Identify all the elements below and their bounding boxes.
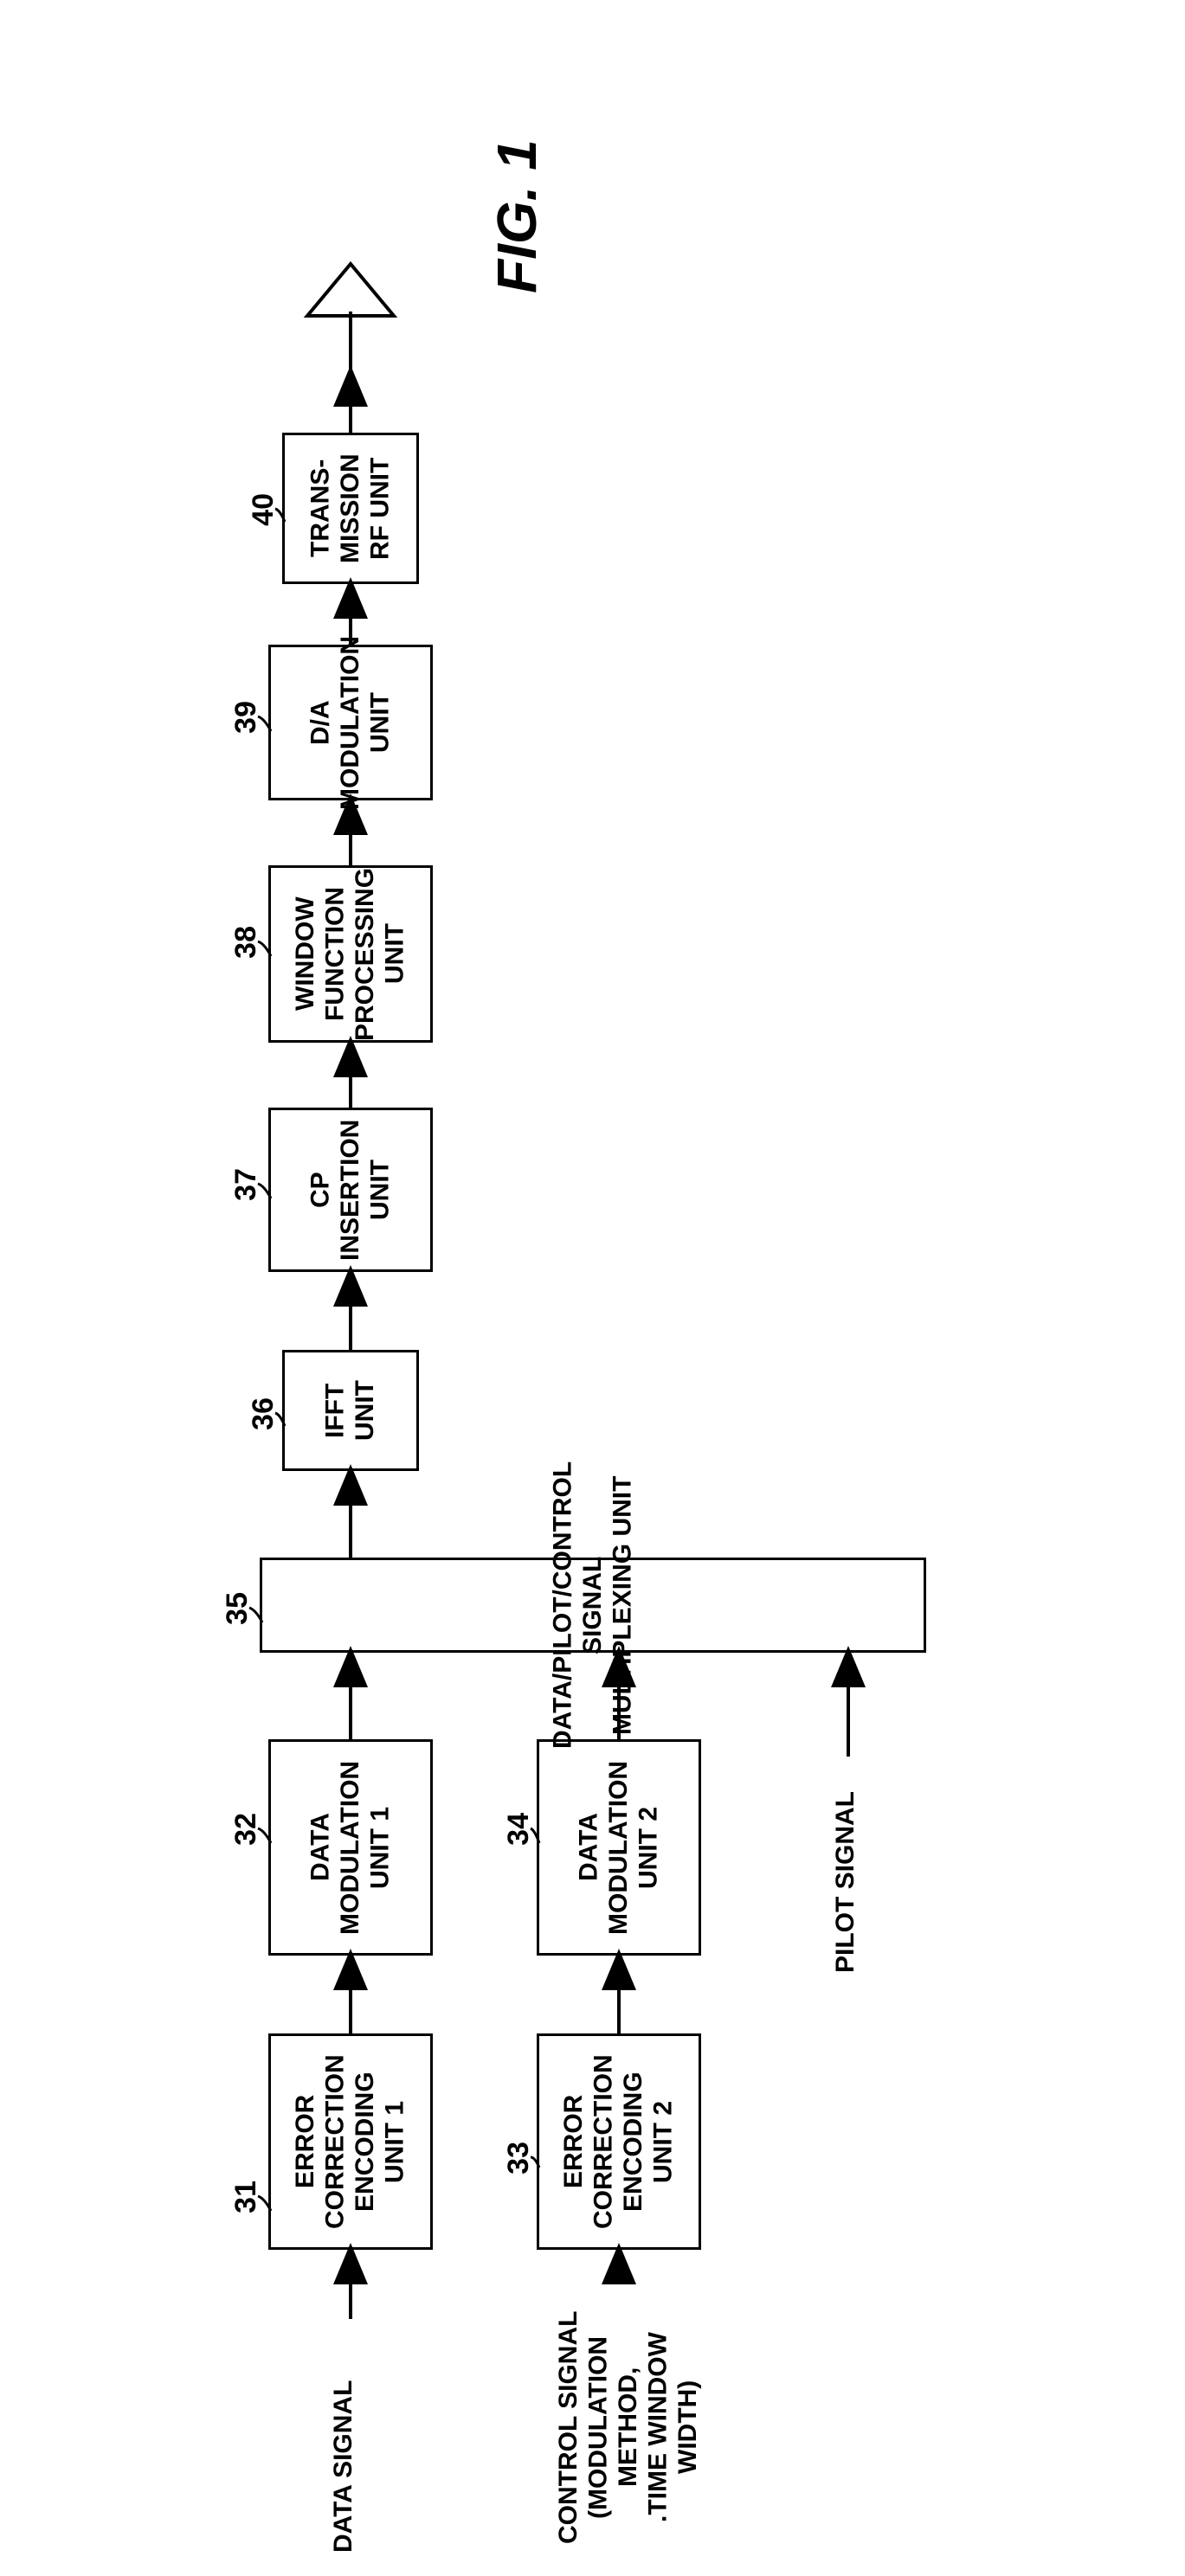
block-33: ERRORCORRECTIONENCODINGUNIT 2 xyxy=(537,2033,701,2250)
block-40: TRANS-MISSIONRF UNIT xyxy=(282,433,419,584)
pilot-signal-label: PILOT SIGNAL xyxy=(831,1774,870,1990)
ref-32: 32 xyxy=(229,1813,263,1846)
block-34: DATAMODULATIONUNIT 2 xyxy=(537,1739,701,1956)
figure-title: FIG. 1 xyxy=(485,87,554,346)
ref-38: 38 xyxy=(229,926,263,959)
ref-40: 40 xyxy=(247,493,280,526)
data-signal-label: DATA SIGNAL xyxy=(329,2371,368,2561)
block-36: IFFTUNIT xyxy=(282,1350,419,1471)
block-31: ERRORCORRECTIONENCODINGUNIT 1 xyxy=(268,2033,433,2250)
ref-39: 39 xyxy=(229,701,263,734)
block-35: DATA/PILOT/CONTROL SIGNALMULTIPLEXING UN… xyxy=(260,1558,926,1653)
ref-31: 31 xyxy=(229,2181,263,2213)
ref-33: 33 xyxy=(502,2142,536,2175)
ref-37: 37 xyxy=(229,1168,263,1201)
ref-34: 34 xyxy=(502,1813,536,1846)
block-32: DATAMODULATIONUNIT 1 xyxy=(268,1739,433,1956)
block-38: WINDOWFUNCTIONPROCESSINGUNIT xyxy=(268,865,433,1043)
block-37: CPINSERTIONUNIT xyxy=(268,1108,433,1272)
diagram-canvas: FIG. 1 DATA SIGNAL CONTROL SIGNAL(MODULA… xyxy=(17,17,1185,2559)
ref-36: 36 xyxy=(247,1397,280,1430)
control-signal-label: CONTROL SIGNAL(MODULATIONMETHOD,.TIME WI… xyxy=(554,2302,710,2553)
block-39: D/AMODULATIONUNIT xyxy=(268,645,433,800)
ref-35: 35 xyxy=(221,1592,254,1625)
